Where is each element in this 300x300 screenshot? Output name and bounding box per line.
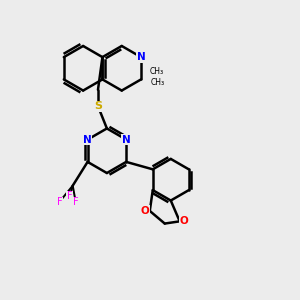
Text: F: F (56, 197, 62, 207)
Text: F: F (73, 197, 79, 207)
Text: O: O (180, 216, 188, 226)
Text: F: F (67, 191, 73, 201)
Text: N: N (122, 135, 130, 145)
Text: N: N (137, 52, 146, 62)
Text: CH₃: CH₃ (149, 67, 164, 76)
Text: S: S (94, 101, 102, 111)
Text: CH₃: CH₃ (151, 78, 165, 87)
Text: N: N (83, 135, 92, 145)
Text: O: O (141, 206, 150, 216)
